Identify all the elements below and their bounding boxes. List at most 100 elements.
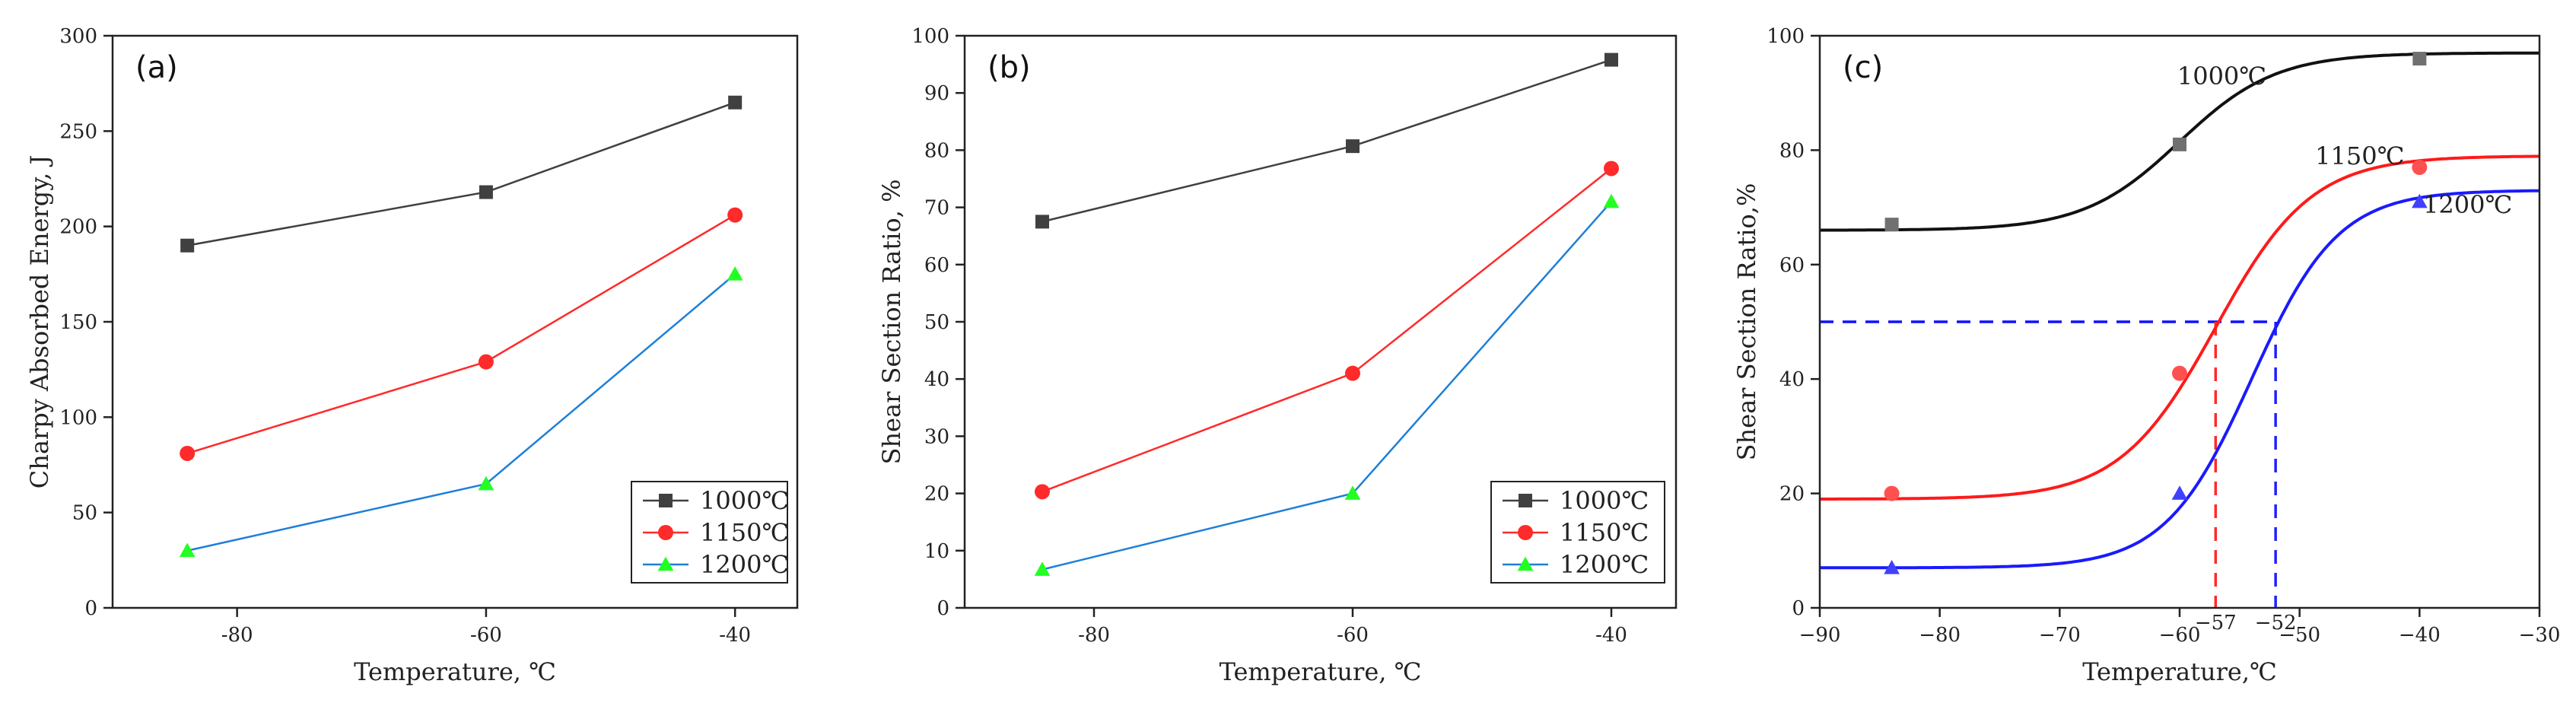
x-tick-label: −90: [1799, 624, 1841, 647]
legend-label: 1150℃: [1560, 518, 1649, 547]
y-tick-label: 20: [924, 483, 949, 506]
x-tick-label: -40: [719, 624, 751, 647]
data-point: [179, 542, 196, 558]
data-point: [2412, 159, 2428, 175]
data-point: [180, 238, 195, 253]
data-point: [728, 95, 743, 110]
data-point: [727, 207, 743, 223]
data-point: [2173, 137, 2186, 151]
y-tick-label: 60: [924, 254, 949, 277]
data-point: [1884, 218, 1899, 232]
data-point: [1035, 215, 1049, 229]
y-tick-label: 80: [924, 139, 949, 162]
y-tick-label: 30: [924, 425, 949, 448]
legend-marker: [1519, 494, 1532, 507]
y-tick-label: 0: [937, 597, 949, 620]
y-axis-label: Shear Section Ratio,%: [1732, 183, 1761, 461]
data-point: [479, 185, 493, 199]
curve-label-3: 1200℃: [2423, 190, 2512, 219]
y-axis-label: Shear Section Ratio, %: [877, 180, 906, 465]
y-tick-label: 0: [84, 597, 97, 620]
plot-frame: [1818, 34, 2541, 609]
transition-temp-label-1: −57: [2195, 612, 2237, 634]
y-tick-label: 100: [911, 25, 949, 48]
x-tick-label: -60: [1337, 624, 1369, 647]
y-tick-label: 100: [1767, 25, 1805, 48]
panel-b: -80 -60 -40 0 10 20 30 40 50 60 70 80 90 100 Temperatu…: [877, 25, 1678, 686]
legend-marker: [658, 525, 673, 540]
y-tick-label: 0: [1792, 597, 1805, 620]
transition-temp-label-2: −52: [2255, 612, 2297, 634]
series-line-2: [1042, 167, 1612, 493]
x-axis-label: Temperature, ℃: [354, 657, 556, 686]
y-tick-label: 80: [1779, 139, 1805, 162]
y-tick-label: 250: [59, 120, 97, 143]
y-tick-label: 200: [59, 216, 97, 239]
y-axis-label: Charpy Absorbed Energy, J: [25, 155, 54, 489]
x-tick-label: −30: [2519, 624, 2561, 647]
x-tick-label: −80: [1919, 624, 1961, 647]
data-point: [1345, 365, 1360, 381]
panel-label-a: (a): [135, 50, 178, 85]
x-tick-label: -80: [221, 624, 253, 647]
x-tick-label: −40: [2399, 624, 2441, 647]
legend-label: 1200℃: [700, 550, 789, 579]
x-axis-label: Temperature, ℃: [1220, 657, 1422, 686]
legend-marker: [659, 494, 673, 507]
curve-label-2: 1150℃: [2315, 142, 2404, 170]
data-point: [2172, 365, 2187, 381]
legend: 1000℃ 1150℃ 1200℃: [1490, 481, 1665, 584]
y-tick-label: 100: [59, 406, 97, 429]
legend-marker: [657, 556, 674, 571]
data-point: [1604, 161, 1619, 176]
data-point: [1034, 561, 1051, 576]
data-point: [1346, 139, 1360, 154]
data-point: [478, 354, 494, 370]
data-point: [1603, 193, 1620, 208]
data-point: [727, 266, 743, 281]
series-line-1: [1042, 59, 1612, 223]
y-tick-label: 10: [924, 540, 949, 563]
panel-c: −90 −80 −70 −60 −50 −40 −30 0 20 40 60 80 100 Tempera…: [1732, 25, 2560, 686]
legend-label: 1200℃: [1560, 550, 1649, 579]
legend-marker: [1517, 556, 1534, 571]
legend-label: 1150℃: [700, 518, 789, 547]
data-point: [2171, 485, 2188, 500]
data-point: [1884, 485, 1900, 501]
x-tick-label: −70: [2039, 624, 2081, 647]
data-point: [1604, 52, 1618, 67]
y-tick-label: 60: [1779, 254, 1805, 277]
y-tick-label: 300: [59, 25, 97, 48]
x-tick-label: -80: [1078, 624, 1110, 647]
legend: 1000℃ 1150℃ 1200℃: [631, 481, 789, 584]
legend-label: 1000℃: [1560, 486, 1649, 515]
x-axis-label: Temperature,℃: [2082, 657, 2277, 686]
series-line-1: [186, 101, 736, 246]
data-point: [1035, 484, 1050, 500]
data-point: [2412, 52, 2427, 66]
y-tick-label: 150: [59, 311, 97, 334]
legend-marker: [1518, 525, 1533, 540]
panel-a: -80 -60 -40 0 50 100 150 200 250 300 Temperature, …: [25, 25, 799, 686]
x-tick-label: -60: [470, 624, 502, 647]
y-tick-label: 40: [924, 368, 949, 391]
data-point: [1884, 560, 1900, 574]
curve-label-1: 1000℃: [2177, 62, 2266, 91]
x-tick-label: −50: [2279, 624, 2320, 647]
data-point: [180, 445, 196, 461]
data-point: [2411, 193, 2428, 208]
x-tick-label: -40: [1595, 624, 1627, 647]
x-tick-label: −60: [2159, 624, 2201, 647]
y-tick-label: 20: [1779, 483, 1805, 506]
y-tick-label: 50: [72, 502, 97, 525]
legend-label: 1000℃: [700, 486, 789, 515]
data-point: [1344, 485, 1361, 500]
panel-label-b: (b): [987, 50, 1031, 85]
y-tick-label: 40: [1779, 368, 1805, 391]
panel-label-c: (c): [1843, 50, 1883, 85]
y-tick-label: 70: [924, 197, 949, 220]
series-line-2: [186, 214, 736, 455]
data-point: [478, 475, 495, 491]
y-tick-label: 50: [924, 311, 949, 334]
